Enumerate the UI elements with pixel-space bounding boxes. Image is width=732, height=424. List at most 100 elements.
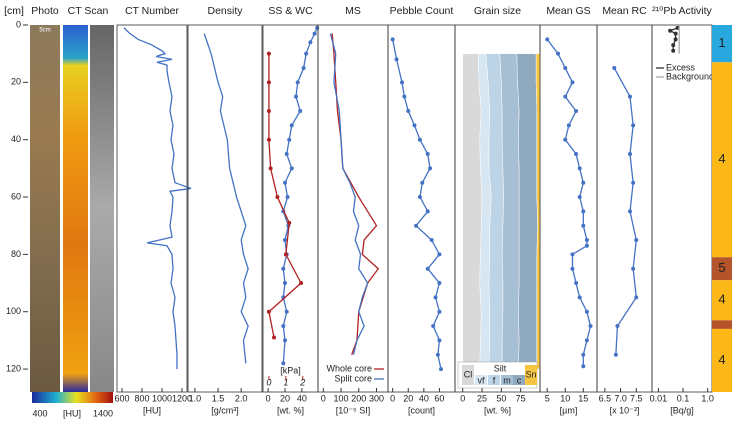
legend-label: f: [493, 375, 496, 385]
x-tick-label: 300: [369, 393, 384, 403]
data-point: [266, 51, 271, 56]
x-tick-label: 1.5: [212, 393, 225, 403]
panel-title: Mean GS: [546, 5, 590, 17]
legend-swatch: [501, 375, 513, 385]
data-point: [631, 123, 636, 128]
data-point: [437, 309, 442, 314]
data-point: [268, 166, 273, 171]
data-point: [668, 28, 673, 33]
unit-band: [712, 62, 732, 258]
data-point: [577, 166, 582, 171]
data-point: [304, 51, 309, 56]
data-point: [584, 243, 589, 248]
panel-title: Grain size: [474, 5, 521, 17]
y-tick-label: 0: [16, 19, 21, 29]
panel-frame: [539, 24, 598, 393]
data-point: [581, 209, 586, 214]
x-axis-label: [count]: [408, 405, 435, 415]
panel-title: SS & WC: [268, 5, 313, 17]
panel-title: CT Scan: [68, 5, 109, 17]
data-point: [417, 195, 422, 200]
x-tick-label: 10: [560, 393, 570, 403]
data-point: [394, 57, 399, 62]
data-point: [412, 123, 417, 128]
x-axis-label: [µm]: [560, 405, 578, 415]
data-point: [425, 152, 430, 157]
data-point: [581, 223, 586, 228]
data-point: [628, 209, 632, 214]
legend-label: Sn: [525, 369, 536, 379]
data-point: [285, 195, 290, 200]
legend-label: Excess: [666, 62, 696, 72]
data-point: [283, 180, 287, 185]
panel-frame: [317, 24, 389, 393]
x-axis-label: [g/cm³]: [211, 405, 239, 415]
profile-line: [392, 39, 442, 370]
data-point: [574, 152, 579, 157]
data-point: [581, 352, 586, 357]
data-point: [414, 223, 419, 228]
data-point: [433, 295, 438, 300]
legend-label: Whole core: [326, 363, 372, 373]
legend-group-label: Silt: [494, 363, 507, 373]
data-point: [429, 238, 434, 243]
data-point: [289, 123, 294, 128]
y-tick-label: 100: [6, 306, 21, 316]
data-point: [266, 109, 271, 114]
panel-frame: [262, 24, 319, 393]
x-tick-label: 1.0: [189, 393, 202, 403]
x-tick-label: 1200: [172, 393, 192, 403]
profile-line: [331, 33, 380, 355]
data-point: [428, 166, 433, 171]
data-point: [298, 109, 303, 114]
panel-title: Photo: [31, 5, 59, 17]
y-tick-label: 80: [11, 249, 21, 259]
x-tick-label: 7.5: [630, 393, 643, 403]
data-point: [581, 364, 586, 369]
data-point: [284, 309, 289, 314]
x-tick-label: 15: [578, 393, 588, 403]
profile-line: [329, 33, 369, 355]
data-point: [390, 37, 395, 42]
data-point: [628, 152, 632, 157]
data-point: [628, 94, 632, 99]
x-tick-label: 200: [351, 393, 366, 403]
x-tick-label: 20: [280, 393, 290, 403]
x-tick-label: 0: [266, 393, 271, 403]
legend-label: vf: [477, 375, 485, 385]
panel-frame: [387, 24, 456, 393]
data-point: [431, 324, 436, 329]
data-point: [588, 324, 593, 329]
y-tick-label: 120: [6, 363, 21, 373]
data-point: [283, 338, 287, 343]
data-point: [613, 352, 618, 357]
data-point: [266, 80, 271, 85]
data-point: [315, 25, 320, 30]
data-point: [294, 94, 298, 99]
x-tick-label: 0: [390, 393, 395, 403]
panel-title: CT Number: [125, 5, 180, 17]
x-tick-label: 800: [134, 393, 149, 403]
legend-label: Cl: [464, 369, 473, 379]
colorbar-tick: 400: [32, 408, 47, 418]
x-tick-label: 40: [419, 393, 429, 403]
y-tick-label: 20: [11, 77, 21, 87]
x-tick-label: 0.1: [677, 393, 690, 403]
colorbar-label: [HU]: [63, 408, 81, 418]
data-point: [437, 281, 442, 286]
data-point: [283, 252, 288, 257]
x-tick-label: 1000: [152, 393, 172, 403]
unit-label: 4: [718, 292, 725, 307]
data-point: [437, 252, 442, 257]
scale-label: 5cm: [39, 28, 50, 34]
x-axis-label: [x 10⁻³]: [610, 405, 640, 415]
profile-line: [546, 38, 592, 367]
x-tick-label: 60: [434, 393, 444, 403]
legend-label: Background: [666, 71, 714, 81]
data-point: [584, 238, 589, 243]
data-point: [299, 281, 304, 286]
profile-line: [123, 27, 192, 370]
data-point: [563, 66, 568, 71]
legend-swatch: [513, 375, 525, 385]
